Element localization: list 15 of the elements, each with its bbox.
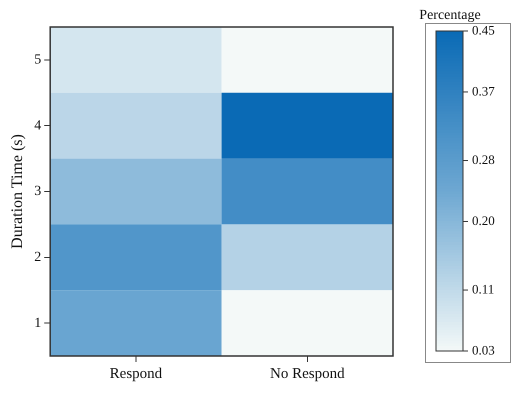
x-tick-label: Respond bbox=[110, 366, 163, 382]
y-tick-label: 4 bbox=[34, 118, 42, 134]
x-tick-label: No Respond bbox=[270, 366, 346, 382]
color-bar-label: 0.28 bbox=[472, 152, 495, 167]
y-axis-title: Duration Time (s) bbox=[8, 134, 26, 249]
y-tick-label: 3 bbox=[34, 184, 42, 200]
color-bar-label: 0.03 bbox=[472, 342, 495, 358]
color-bar-label: 0.45 bbox=[472, 22, 495, 38]
color-bar-title: Percentage bbox=[419, 8, 481, 23]
y-tick-label: 5 bbox=[34, 52, 42, 68]
y-tick-label: 1 bbox=[34, 316, 42, 331]
color-bar-label: 0.20 bbox=[472, 212, 495, 228]
y-tick-label: 2 bbox=[34, 250, 42, 265]
color-bar-label: 0.37 bbox=[472, 83, 496, 98]
color-bar-label: 0.11 bbox=[472, 281, 494, 296]
